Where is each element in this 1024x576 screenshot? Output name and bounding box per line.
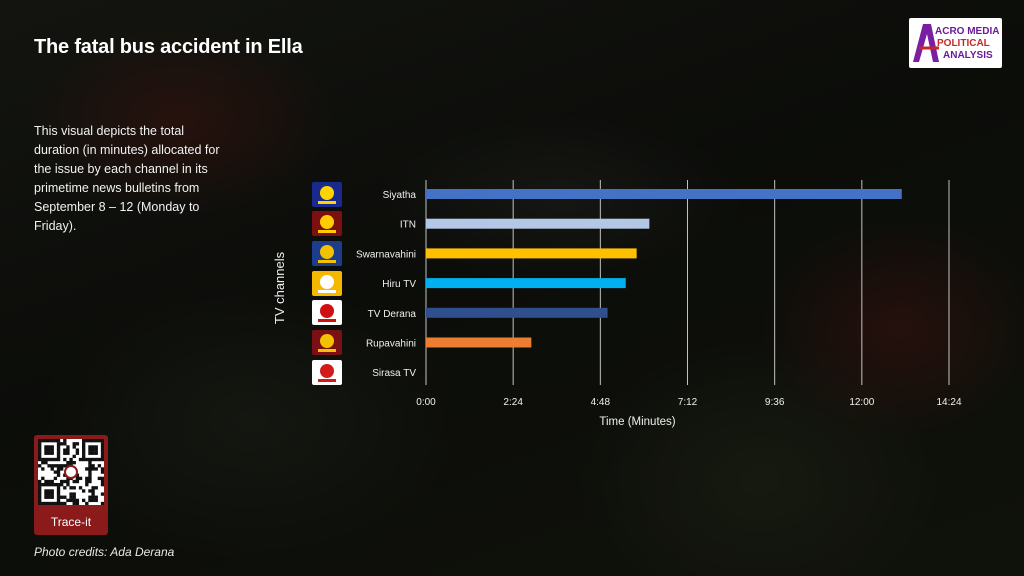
y-tick-label: Siyatha [383, 190, 417, 201]
hiru-tv-logo-icon [312, 270, 342, 296]
qr-code-icon [38, 439, 105, 506]
qr-label: Trace-it [50, 515, 92, 529]
rupavahini-logo-icon [312, 330, 342, 355]
y-tick-label: TV Derana [368, 309, 417, 320]
y-tick-label: Rupavahini [366, 339, 416, 350]
brand-logo: ACRO MEDIA POLITICAL ANALYSIS [909, 18, 1002, 68]
x-tick-label: 2:24 [503, 397, 523, 408]
bar [426, 307, 608, 318]
bar [426, 189, 902, 199]
bar [426, 337, 532, 348]
page-title: The fatal bus accident in Ella [34, 36, 303, 58]
itn-logo-icon [312, 211, 342, 237]
swarnavahini-logo-icon [312, 240, 342, 266]
tv-derana-logo-icon [312, 300, 342, 326]
y-tick-label: ITN [400, 220, 416, 231]
brand-logo-line3: ANALYSIS [943, 50, 993, 61]
trace-it-qr-card[interactable]: Trace-it [34, 435, 108, 535]
chart-description: This visual depicts the total duration (… [34, 124, 220, 233]
bar [426, 218, 650, 229]
x-tick-label: 0:00 [416, 397, 436, 408]
brand-logo-line1: ACRO MEDIA [935, 26, 999, 37]
y-tick-label: Swarnavahini [356, 249, 416, 260]
sirasa-tv-logo-icon [312, 359, 342, 385]
y-axis-label: TV channels [272, 251, 287, 324]
photo-credits: Photo credits: Ada Derana [34, 545, 175, 559]
brand-logo-line2: POLITICAL [937, 38, 990, 49]
y-tick-label: Hiru TV [382, 279, 416, 290]
x-tick-label: 9:36 [765, 397, 785, 408]
y-tick-label: Sirasa TV [372, 368, 416, 379]
bar [426, 248, 637, 259]
x-tick-label: 14:24 [936, 397, 961, 408]
x-tick-label: 12:00 [849, 397, 874, 408]
x-axis-label: Time (Minutes) [599, 416, 675, 428]
x-tick-label: 7:12 [678, 397, 698, 408]
bar [426, 278, 626, 289]
x-tick-label: 4:48 [591, 397, 611, 408]
siyatha-logo-icon [312, 181, 342, 207]
